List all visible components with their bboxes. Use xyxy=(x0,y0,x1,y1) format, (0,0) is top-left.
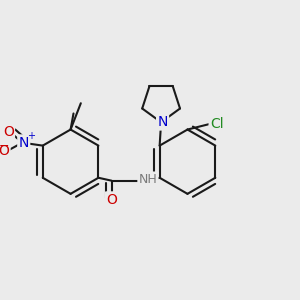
Text: NH: NH xyxy=(139,173,157,186)
Text: Cl: Cl xyxy=(210,117,224,131)
Text: O: O xyxy=(106,193,117,207)
Text: −: − xyxy=(0,140,9,153)
Text: N: N xyxy=(158,115,168,129)
Text: O: O xyxy=(0,145,9,158)
Text: +: + xyxy=(27,131,35,141)
Text: O: O xyxy=(3,125,14,140)
Text: N: N xyxy=(19,136,29,150)
